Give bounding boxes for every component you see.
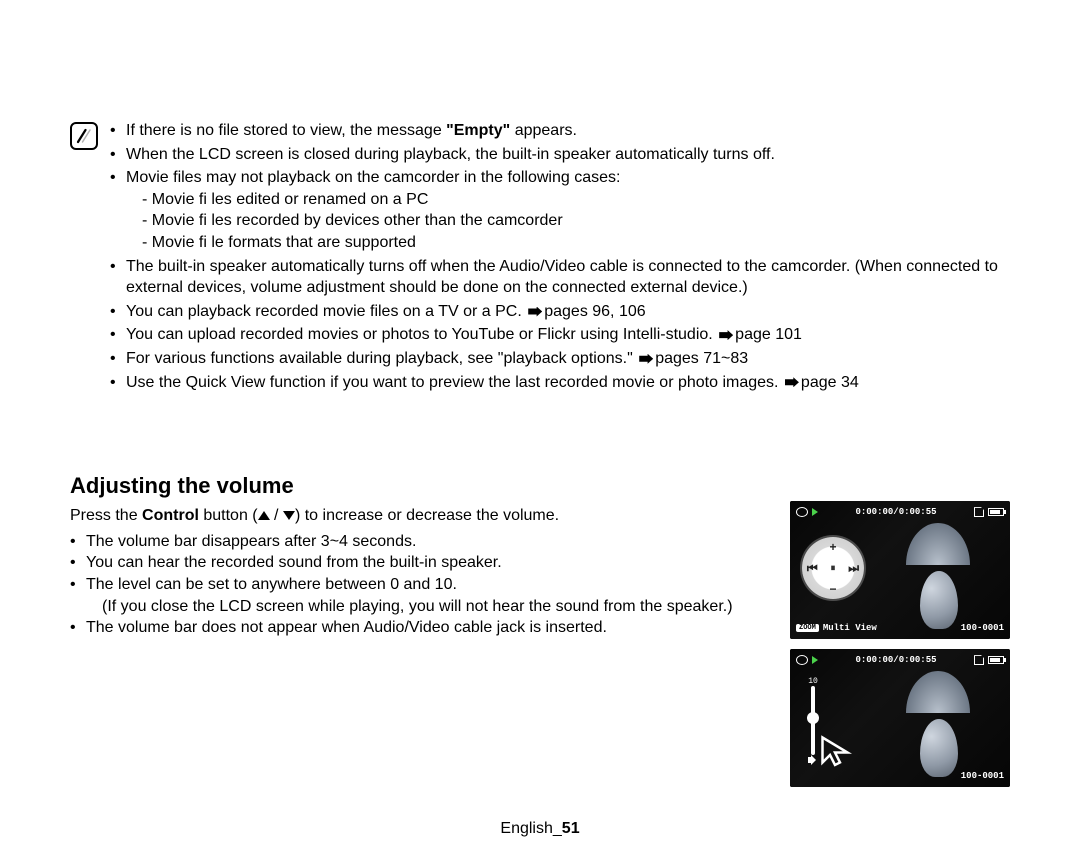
volume-heading: Adjusting the volume: [70, 473, 1010, 499]
volume-bullet: The volume bar does not appear when Audi…: [70, 617, 762, 639]
footer-page: 51: [562, 820, 580, 837]
osd-bottom-bar: ZOOM Multi View 100-0001: [796, 621, 1004, 635]
note-text: Movie files may not playback on the camc…: [126, 169, 620, 186]
page-ref: pages 71~83: [655, 350, 748, 367]
page-ref-arrow-icon: [639, 354, 653, 364]
wheel-up: +: [829, 540, 836, 554]
file-number: 100-0001: [961, 771, 1004, 781]
speaker-icon: [808, 755, 818, 765]
note-item: Movie files may not playback on the camc…: [110, 167, 1010, 253]
intro-part: button (: [199, 507, 258, 524]
volume-max: 10: [808, 677, 818, 686]
wheel-left: ⏮: [807, 561, 818, 576]
card-icon: [974, 655, 984, 665]
bullet-text: The volume bar disappears after 3~4 seco…: [86, 533, 416, 550]
notes-section: If there is no file stored to view, the …: [70, 120, 1010, 395]
page-ref-arrow-icon: [785, 377, 799, 387]
lcd-background: [790, 649, 1010, 787]
note-sub: Movie fi les edited or renamed on a PC: [126, 189, 1010, 211]
volume-bullet: The volume bar disappears after 3~4 seco…: [70, 531, 762, 553]
intro-bold: Control: [142, 507, 199, 524]
note-item: You can playback recorded movie files on…: [110, 301, 1010, 323]
sample-subject: [910, 529, 968, 629]
quality-icon: [994, 521, 1004, 531]
bullet-text: The level can be set to anywhere between…: [86, 576, 457, 593]
umbrella-shape: [906, 671, 970, 713]
volume-text: Press the Control button ( / ) to increa…: [70, 505, 762, 639]
sample-subject: [910, 677, 968, 777]
manual-page: If there is no file stored to view, the …: [0, 0, 1080, 866]
footer-lang: English: [500, 820, 552, 837]
file-number: 100-0001: [961, 623, 1004, 633]
osd-top-bar: 0:00:00/0:00:55: [796, 653, 1004, 667]
page-ref: page 34: [801, 374, 859, 391]
volume-knob: [807, 712, 819, 724]
lcd-volume-bar: 0:00:00/0:00:55 10: [790, 649, 1010, 787]
note-sub: Movie fi le formats that are supported: [126, 232, 1010, 254]
note-text: Use the Quick View function if you want …: [126, 374, 783, 391]
zoom-label: ZOOM: [796, 624, 819, 632]
intro-part: Press the: [70, 507, 142, 524]
intro-part: ) to increase or decrease the volume.: [295, 507, 559, 524]
wheel-center: ⏸: [830, 563, 835, 574]
page-ref: pages 96, 106: [544, 303, 645, 320]
note-text: For various functions available during p…: [126, 350, 637, 367]
multi-view-label: Multi View: [823, 623, 877, 633]
note-text: The built-in speaker automatically turns…: [126, 258, 998, 297]
timecode: 0:00:00/0:00:55: [818, 655, 974, 665]
umbrella-shape: [906, 523, 970, 565]
volume-bullet: The level can be set to anywhere between…: [70, 574, 762, 617]
timecode: 0:00:00/0:00:55: [818, 507, 974, 517]
note-text: appears.: [510, 122, 577, 139]
volume-list: The volume bar disappears after 3~4 seco…: [70, 531, 762, 639]
note-bold: "Empty": [446, 122, 510, 139]
note-text: When the LCD screen is closed during pla…: [126, 146, 775, 163]
volume-track: [811, 686, 815, 755]
note-text: You can upload recorded movies or photos…: [126, 326, 717, 343]
note-text: If there is no file stored to view, the …: [126, 122, 446, 139]
triangle-up-icon: [258, 511, 270, 520]
card-icon: [974, 507, 984, 517]
osd-bottom-bar: 100-0001: [796, 769, 1004, 783]
volume-intro: Press the Control button ( / ) to increa…: [70, 505, 762, 527]
volume-bullet: You can hear the recorded sound from the…: [70, 552, 762, 574]
bullet-extra: (If you close the LCD screen while playi…: [86, 596, 762, 618]
footer-sep: _: [553, 820, 562, 837]
note-icon: [70, 122, 98, 150]
page-footer: English_51: [0, 820, 1080, 838]
note-sub: Movie fi les recorded by devices other t…: [126, 210, 1010, 232]
lcd-screenshots: 0:00:00/0:00:55 + ⏮ ⏸ ⏭ − ZOOM: [790, 501, 1010, 787]
note-item: If there is no file stored to view, the …: [110, 120, 1010, 142]
note-item: Use the Quick View function if you want …: [110, 372, 1010, 394]
note-text: You can playback recorded movie files on…: [126, 303, 526, 320]
battery-icon: [988, 656, 1004, 664]
triangle-down-icon: [283, 511, 295, 520]
page-ref: page 101: [735, 326, 802, 343]
note-item: You can upload recorded movies or photos…: [110, 324, 1010, 346]
note-item: The built-in speaker automatically turns…: [110, 256, 1010, 299]
page-ref-arrow-icon: [719, 330, 733, 340]
note-item: When the LCD screen is closed during pla…: [110, 144, 1010, 166]
lcd-playback-wheel: 0:00:00/0:00:55 + ⏮ ⏸ ⏭ − ZOOM: [790, 501, 1010, 639]
notes-list: If there is no file stored to view, the …: [110, 120, 1010, 395]
movie-mode-icon: [796, 655, 808, 665]
bullet-text: You can hear the recorded sound from the…: [86, 554, 502, 571]
osd-top-bar: 0:00:00/0:00:55: [796, 505, 1004, 519]
wheel-right: ⏭: [848, 561, 859, 576]
page-ref-arrow-icon: [528, 307, 542, 317]
quality-icon: [994, 669, 1004, 679]
control-wheel: + ⏮ ⏸ ⏭ −: [802, 537, 864, 599]
note-item: For various functions available during p…: [110, 348, 1010, 370]
wheel-down: −: [829, 582, 836, 596]
battery-icon: [988, 508, 1004, 516]
volume-section: Press the Control button ( / ) to increa…: [70, 505, 1010, 787]
movie-mode-icon: [796, 507, 808, 517]
bullet-text: The volume bar does not appear when Audi…: [86, 619, 607, 636]
